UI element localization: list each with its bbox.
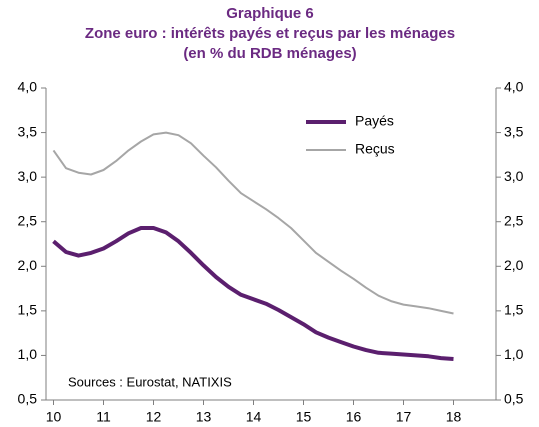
y2-tick-label: 2,0 — [504, 257, 524, 273]
x-tick-label: 12 — [146, 409, 162, 425]
y-tick-label: 2,0 — [18, 257, 38, 273]
x-tick-label: 13 — [196, 409, 212, 425]
y-tick-label: 0,5 — [18, 391, 38, 407]
x-tick-label: 15 — [296, 409, 312, 425]
legend-label: Payés — [355, 113, 394, 129]
annotation: Sources : Eurostat, NATIXIS — [68, 374, 232, 389]
y2-tick-label: 3,0 — [504, 168, 524, 184]
y-tick-label: 3,0 — [18, 168, 38, 184]
y2-tick-label: 1,0 — [504, 346, 524, 362]
y2-tick-label: 2,5 — [504, 212, 524, 228]
legend-label: Reçus — [355, 141, 395, 157]
x-tick-label: 10 — [46, 409, 62, 425]
x-tick-label: 17 — [396, 409, 412, 425]
chart-title: Graphique 6 — [226, 5, 314, 22]
x-tick-label: 11 — [96, 409, 111, 425]
y-tick-label: 1,0 — [18, 346, 38, 362]
series-line — [52, 131, 454, 315]
y2-tick-label: 0,5 — [504, 391, 524, 407]
y2-tick-label: 1,5 — [504, 302, 524, 318]
y-tick-label: 1,5 — [18, 302, 38, 318]
y2-tick-label: 3,5 — [504, 123, 524, 139]
x-tick-label: 16 — [346, 409, 362, 425]
x-tick-label: 14 — [246, 409, 262, 425]
y2-tick-label: 4,0 — [504, 79, 524, 95]
chart-subtitle: (en % du RDB ménages) — [183, 45, 356, 62]
series-line — [52, 226, 454, 361]
x-tick-label: 18 — [446, 409, 462, 425]
chart-subtitle: Zone euro : intérêts payés et reçus par … — [85, 25, 455, 42]
y-tick-label: 2,5 — [18, 212, 38, 228]
y-tick-label: 4,0 — [18, 79, 38, 95]
y-tick-label: 3,5 — [18, 123, 38, 139]
